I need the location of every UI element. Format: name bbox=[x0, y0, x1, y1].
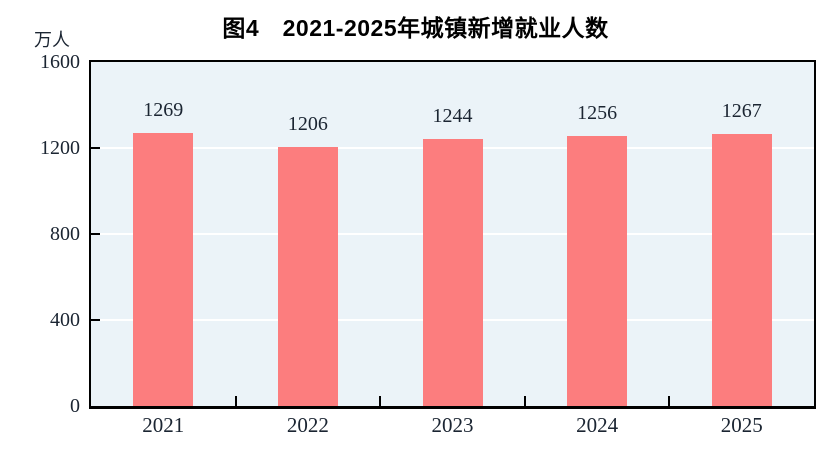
bar-value-label-2025: 1267 bbox=[721, 99, 762, 122]
y-tick-400 bbox=[91, 319, 100, 321]
bar-2024 bbox=[567, 135, 628, 406]
y-axis-label-400: 400 bbox=[50, 309, 80, 331]
x-axis-label-2025: 2025 bbox=[720, 413, 763, 437]
x-tick-boundary bbox=[234, 396, 237, 406]
y-axis-unit-label: 万人 bbox=[34, 30, 70, 50]
plot-area: 1269 1206 1244 1256 1267 bbox=[89, 60, 816, 409]
bar-2022 bbox=[277, 146, 338, 406]
x-axis-label-2024: 2024 bbox=[576, 413, 619, 437]
y-tick-800 bbox=[91, 233, 100, 235]
y-axis-label-0: 0 bbox=[70, 395, 80, 417]
y-axis-label-1200: 1200 bbox=[40, 137, 80, 159]
bar-2025 bbox=[711, 133, 772, 406]
bar-value-label-2023: 1244 bbox=[432, 104, 473, 127]
y-axis-label-800: 800 bbox=[50, 223, 80, 245]
bar-value-label-2021: 1269 bbox=[143, 99, 184, 122]
y-axis: 0 400 800 1200 1600 bbox=[0, 52, 80, 416]
bar-2021 bbox=[133, 133, 194, 406]
chart-title: 图4 2021-2025年城镇新增就业人数 bbox=[222, 15, 609, 41]
bar-value-label-2022: 1206 bbox=[287, 112, 328, 135]
x-axis: 2021 2022 2023 2024 2025 bbox=[89, 413, 816, 441]
x-axis-label-2022: 2022 bbox=[286, 413, 329, 437]
x-axis-label-2023: 2023 bbox=[431, 413, 474, 437]
plot-inner: 1269 1206 1244 1256 1267 bbox=[91, 62, 814, 406]
bar-2023 bbox=[422, 138, 483, 406]
y-tick-1200 bbox=[91, 147, 100, 149]
bar-value-label-2024: 1256 bbox=[577, 101, 618, 124]
x-tick-boundary bbox=[668, 396, 671, 406]
x-tick-boundary bbox=[523, 396, 526, 406]
y-axis-label-1600: 1600 bbox=[40, 51, 80, 73]
x-tick-boundary bbox=[379, 396, 382, 406]
x-axis-label-2021: 2021 bbox=[142, 413, 185, 437]
